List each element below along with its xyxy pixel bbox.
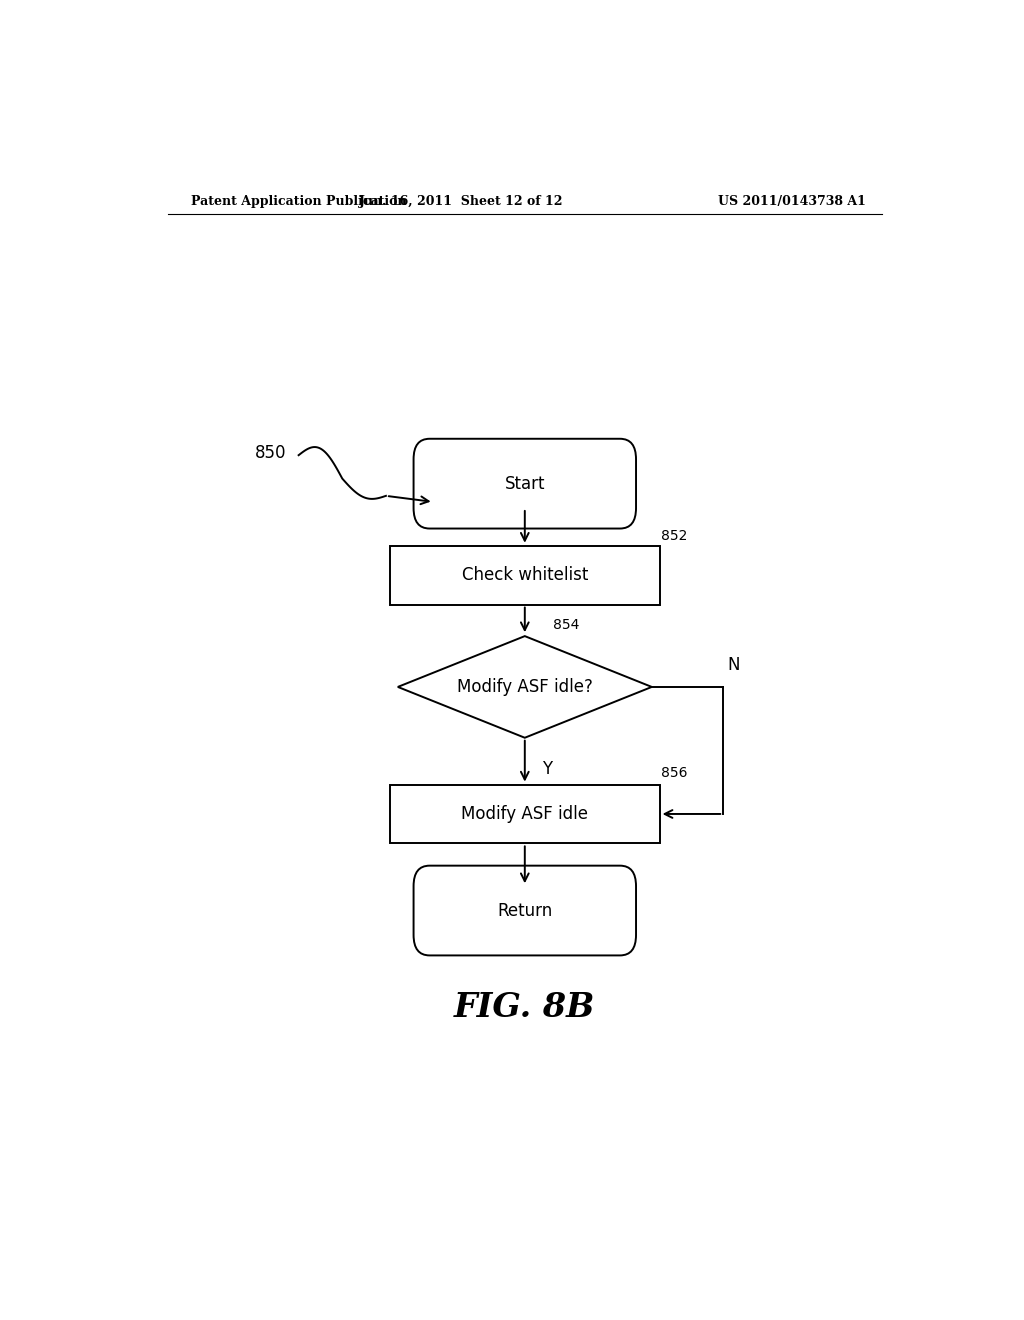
Text: FIG. 8B: FIG. 8B <box>454 990 596 1023</box>
Text: N: N <box>727 656 739 673</box>
Text: Start: Start <box>505 475 545 492</box>
Polygon shape <box>397 636 652 738</box>
Text: Modify ASF idle?: Modify ASF idle? <box>457 678 593 696</box>
Text: 854: 854 <box>553 618 579 632</box>
Text: 856: 856 <box>662 767 688 780</box>
FancyBboxPatch shape <box>414 438 636 528</box>
Text: 852: 852 <box>662 528 688 543</box>
Text: Patent Application Publication: Patent Application Publication <box>191 194 407 207</box>
Text: Return: Return <box>498 902 552 920</box>
Text: US 2011/0143738 A1: US 2011/0143738 A1 <box>718 194 866 207</box>
Text: Check whitelist: Check whitelist <box>462 566 588 585</box>
Bar <box>390 545 659 605</box>
Text: Jun. 16, 2011  Sheet 12 of 12: Jun. 16, 2011 Sheet 12 of 12 <box>359 194 563 207</box>
Text: Modify ASF idle: Modify ASF idle <box>461 805 589 822</box>
Bar <box>390 784 659 843</box>
Text: 850: 850 <box>255 444 287 462</box>
FancyBboxPatch shape <box>414 866 636 956</box>
Text: Y: Y <box>543 760 552 777</box>
